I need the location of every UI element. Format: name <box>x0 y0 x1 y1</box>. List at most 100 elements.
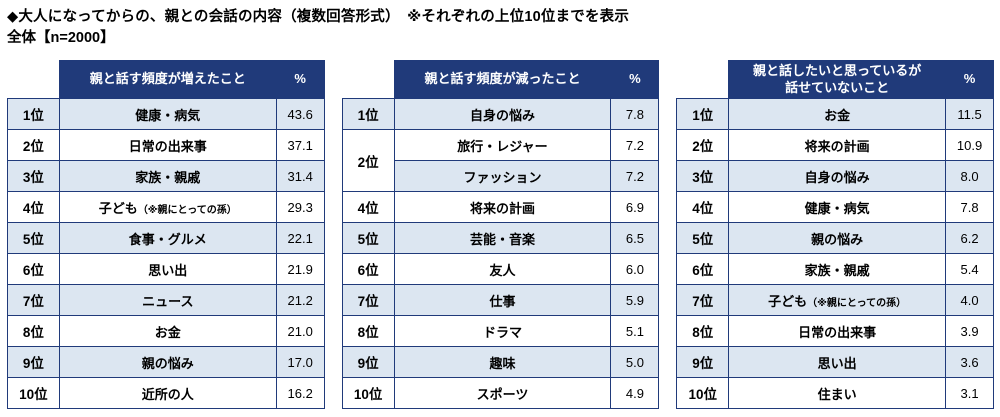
value-cell: 7.8 <box>945 191 995 224</box>
value-cell: 11.5 <box>945 98 995 131</box>
table-title-header: 親と話す頻度が増えたこと <box>58 60 277 100</box>
item-cell: 友人 <box>393 253 612 286</box>
page-title: ◆大人になってからの、親との会話の内容（複数回答形式） ※それぞれの上位10位ま… <box>7 9 630 25</box>
item-cell: 趣味 <box>393 346 612 379</box>
value-cell: 6.9 <box>610 191 660 224</box>
item-cell: お金 <box>58 315 277 348</box>
value-cell: 5.0 <box>610 346 660 379</box>
table-row: 1位 健康・病気 43.6 <box>7 98 325 131</box>
header-row: 親と話す頻度が増えたこと % <box>7 60 325 100</box>
item-note: （※親にとっての孫） <box>807 297 907 309</box>
table-row: 10位 住まい 3.1 <box>676 377 995 410</box>
rank-cell: 6位 <box>341 253 395 286</box>
item-cell: お金 <box>728 98 947 131</box>
table-row: 9位 親の悩み 17.0 <box>7 346 325 379</box>
item-label: 子ども <box>98 200 138 216</box>
item-cell: 食事・グルメ <box>58 222 277 255</box>
table-title-header: 親と話す頻度が減ったこと <box>393 60 612 100</box>
value-cell: 21.2 <box>275 284 325 317</box>
value-cell: 7.2 <box>610 160 660 193</box>
table-row: 10位 スポーツ 4.9 <box>341 377 660 410</box>
table-row: 7位 ニュース 21.2 <box>7 284 325 317</box>
item-cell: 将来の計画 <box>728 129 947 162</box>
item-label: 子ども <box>768 293 808 309</box>
item-cell: 親の悩み <box>58 346 277 379</box>
table-row: 10位 近所の人 16.2 <box>7 377 325 410</box>
rank-cell: 1位 <box>341 98 395 131</box>
percent-header: % <box>610 60 660 100</box>
rank-cell: 1位 <box>676 98 730 131</box>
table-row: 2位 旅行・レジャー 7.2 <box>341 129 660 193</box>
rank-cell: 2位 <box>7 129 60 162</box>
rank-cell: 9位 <box>676 346 730 379</box>
rank-cell: 5位 <box>7 222 60 255</box>
value-cell: 8.0 <box>945 160 995 193</box>
value-cell: 4.9 <box>610 377 660 410</box>
rank-cell: 7位 <box>341 284 395 317</box>
table-row: 9位 趣味 5.0 <box>341 346 660 379</box>
header-row: 親と話す頻度が減ったこと % <box>342 60 660 100</box>
table-row: 9位 思い出 3.6 <box>676 346 995 379</box>
value-cell: 21.0 <box>275 315 325 348</box>
rank-cell: 3位 <box>676 160 730 193</box>
item-cell: ドラマ <box>393 315 612 348</box>
rank-cell: 5位 <box>341 222 395 255</box>
rank-cell: 4位 <box>676 191 730 224</box>
table-row: 8位 お金 21.0 <box>7 315 325 348</box>
percent-header: % <box>945 60 995 100</box>
value-cell: 5.9 <box>610 284 660 317</box>
table-want-to-talk: 親と話したいと思っているが 話せていないこと % 1位 お金 11.5 2位 将… <box>676 60 995 410</box>
item-cell: 自身の悩み <box>393 98 612 131</box>
value-cell: 4.0 <box>945 284 995 317</box>
item-cell: 旅行・レジャー <box>393 129 612 162</box>
item-cell: 自身の悩み <box>728 160 947 193</box>
rank-cell: 2位 <box>676 129 730 162</box>
sample-size: 全体【n=2000】 <box>7 29 115 46</box>
table-row: 6位 思い出 21.9 <box>7 253 325 286</box>
header-row: 親と話したいと思っているが 話せていないこと % <box>676 60 995 100</box>
rank-cell: 1位 <box>7 98 60 131</box>
value-cell: 31.4 <box>275 160 325 193</box>
value-cell: 5.4 <box>945 253 995 286</box>
value-cell: 17.0 <box>275 346 325 379</box>
item-cell: 家族・親戚 <box>728 253 947 286</box>
rank-cell: 7位 <box>676 284 730 317</box>
item-cell: スポーツ <box>393 377 612 410</box>
table-row: 5位 食事・グルメ 22.1 <box>7 222 325 255</box>
table-row: 7位 仕事 5.9 <box>341 284 660 317</box>
rank-cell: 6位 <box>676 253 730 286</box>
table-row: 2位 日常の出来事 37.1 <box>7 129 325 162</box>
item-cell: 日常の出来事 <box>728 315 947 348</box>
rank-cell-merged: 2位 <box>341 129 395 193</box>
rank-cell: 10位 <box>7 377 60 410</box>
rank-cell: 8位 <box>676 315 730 348</box>
item-cell: 家族・親戚 <box>58 160 277 193</box>
table-row: 2位 将来の計画 10.9 <box>676 129 995 162</box>
tables-row: 親と話す頻度が増えたこと % 1位 健康・病気 43.6 2位 日常の出来事 3… <box>7 60 995 410</box>
table-row: 8位 ドラマ 5.1 <box>341 315 660 348</box>
item-cell: 日常の出来事 <box>58 129 277 162</box>
rank-cell: 7位 <box>7 284 60 317</box>
value-cell: 3.6 <box>945 346 995 379</box>
value-cell: 6.0 <box>610 253 660 286</box>
percent-header: % <box>275 60 325 100</box>
value-cell: 6.2 <box>945 222 995 255</box>
rank-cell: 4位 <box>7 191 60 224</box>
value-cell: 43.6 <box>275 98 325 131</box>
item-cell: 芸能・音楽 <box>393 222 612 255</box>
table-row: 6位 家族・親戚 5.4 <box>676 253 995 286</box>
item-cell: 健康・病気 <box>728 191 947 224</box>
item-cell: 親の悩み <box>728 222 947 255</box>
rank-cell: 9位 <box>7 346 60 379</box>
value-cell: 37.1 <box>275 129 325 162</box>
table-row: 1位 お金 11.5 <box>676 98 995 131</box>
item-cell: 思い出 <box>58 253 277 286</box>
value-cell: 6.5 <box>610 222 660 255</box>
table-title-header: 親と話したいと思っているが 話せていないこと <box>728 60 947 100</box>
item-cell: 仕事 <box>393 284 612 317</box>
item-cell: 思い出 <box>728 346 947 379</box>
rank-cell: 8位 <box>341 315 395 348</box>
table-row: 3位 自身の悩み 8.0 <box>676 160 995 193</box>
item-cell: ファッション <box>393 160 612 193</box>
